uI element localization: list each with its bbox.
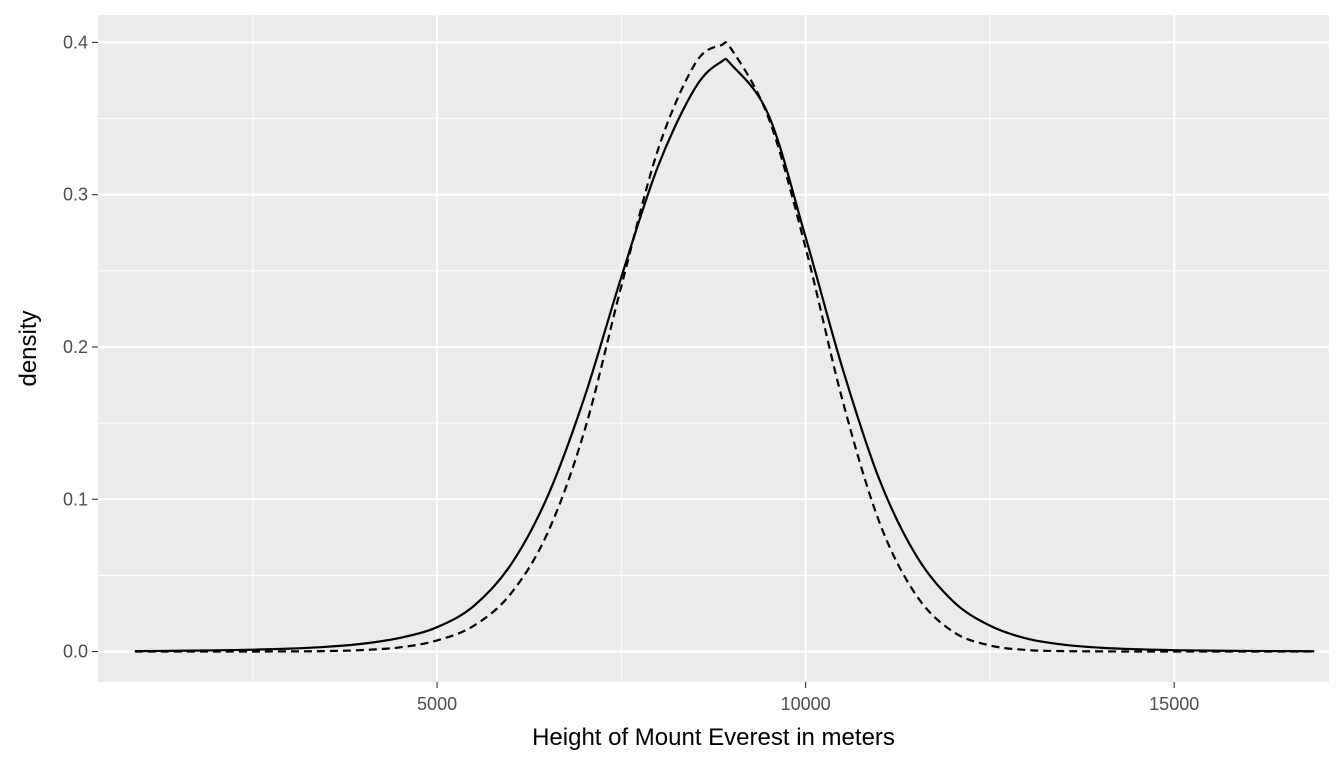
x-axis: 5000 10000 15000: [417, 682, 1199, 714]
solid-density-line: [134, 57, 1315, 653]
minor-grid: [98, 15, 1329, 682]
major-grid: [98, 15, 1329, 682]
y-tick-label: 0.4: [63, 32, 88, 52]
plot-panel: [98, 15, 1329, 682]
y-axis: 0.0 0.1 0.2 0.3 0.4: [63, 32, 98, 662]
x-tick-label: 15000: [1149, 694, 1199, 714]
y-tick-label: 0.0: [63, 642, 88, 662]
series-layer: [134, 41, 1315, 653]
x-tick-label: 10000: [781, 694, 831, 714]
y-tick-label: 0.2: [63, 337, 88, 357]
y-axis-title: density: [15, 310, 42, 386]
x-axis-title: Height of Mount Everest in meters: [532, 724, 895, 751]
y-tick-label: 0.1: [63, 489, 88, 509]
dashed-density-line: [134, 41, 1315, 653]
x-tick-label: 5000: [417, 694, 457, 714]
y-tick-label: 0.3: [63, 185, 88, 205]
